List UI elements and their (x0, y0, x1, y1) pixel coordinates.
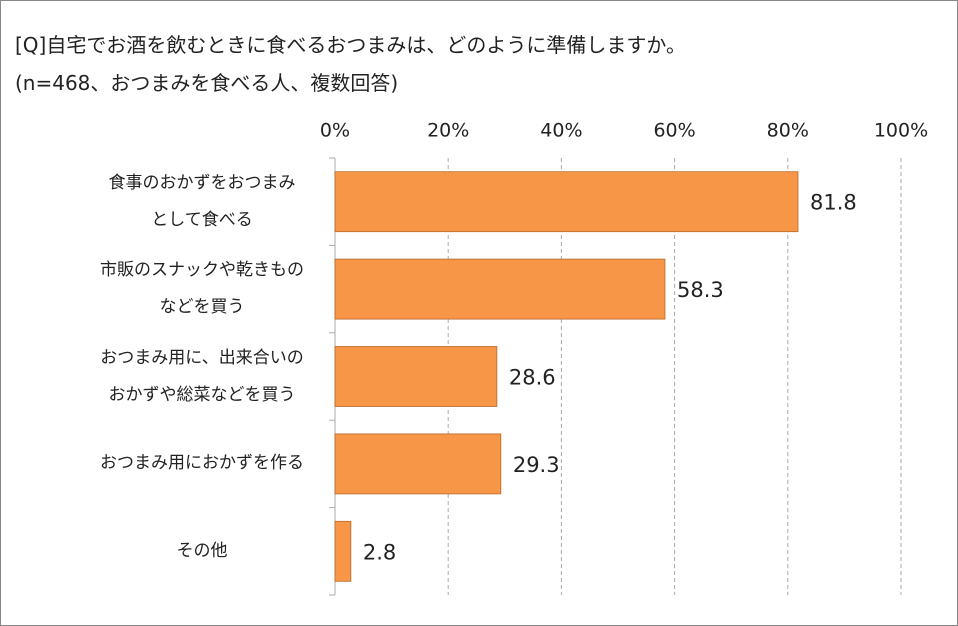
chart-subtitle: (n=468、おつまみを食べる人、複数回答) (15, 71, 399, 95)
bar (334, 520, 352, 582)
x-tick-label: 80% (767, 120, 809, 142)
data-label: 28.6 (509, 366, 556, 390)
y-tick-label: 市販のスナックや乾きもの などを買う (100, 260, 304, 318)
x-tick-label: 100% (874, 120, 928, 142)
data-label: 29.3 (513, 453, 560, 477)
bar (334, 258, 666, 320)
data-label: 58.3 (677, 278, 724, 302)
x-tick-label: 40% (540, 120, 582, 142)
y-tick-label: 食事のおかずをおつまみ として食べる (108, 172, 296, 230)
y-tick-label: おつまみ用に、出来合いの おかずや総菜などを買う (100, 347, 304, 405)
data-label: 2.8 (363, 540, 396, 564)
x-tick-label: 0% (320, 120, 350, 142)
x-tick-label: 20% (427, 120, 469, 142)
bar (334, 171, 799, 233)
data-label: 81.8 (810, 191, 857, 215)
y-tick-label: おつまみ用におかずを作る (100, 453, 304, 474)
x-tick-label: 60% (653, 120, 695, 142)
chart-title: [Q]自宅でお酒を飲むときに食べるおつまみは、どのように準備しますか。 (15, 33, 686, 57)
y-tick-label: その他 (176, 540, 228, 561)
bar (334, 346, 498, 407)
bar (334, 433, 502, 495)
